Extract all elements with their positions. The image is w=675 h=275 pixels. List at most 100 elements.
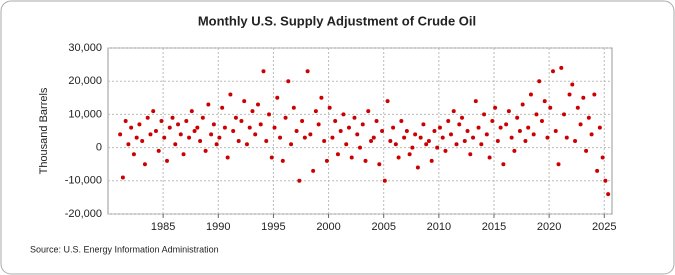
point <box>250 109 255 114</box>
point <box>267 112 272 117</box>
point <box>203 148 208 153</box>
point <box>479 142 484 147</box>
point <box>415 165 420 170</box>
point <box>192 129 197 133</box>
point <box>217 135 222 140</box>
point <box>471 135 476 140</box>
point <box>578 122 583 127</box>
point <box>187 135 192 140</box>
point <box>211 122 216 127</box>
point <box>236 138 241 143</box>
x-tick-label: 2020 <box>537 221 561 233</box>
point <box>358 145 362 150</box>
point <box>592 92 597 97</box>
point <box>426 138 431 143</box>
point <box>327 105 332 110</box>
point <box>581 95 586 100</box>
point <box>178 132 183 137</box>
point <box>291 105 296 110</box>
point <box>589 132 594 137</box>
point <box>313 109 318 114</box>
point <box>468 152 473 157</box>
point <box>567 92 572 97</box>
point <box>597 125 602 130</box>
point <box>289 142 294 147</box>
point <box>437 125 442 130</box>
point <box>255 102 260 107</box>
point <box>184 119 189 124</box>
point <box>198 138 203 143</box>
point <box>305 69 310 74</box>
point <box>484 132 489 137</box>
point <box>473 99 478 104</box>
point <box>380 129 385 133</box>
point <box>308 132 313 137</box>
point <box>344 142 349 147</box>
point <box>542 99 547 104</box>
point <box>349 155 354 160</box>
point <box>465 129 470 133</box>
point <box>573 138 578 143</box>
point <box>228 92 233 97</box>
point <box>352 115 357 120</box>
point <box>360 122 365 127</box>
point <box>407 152 412 157</box>
point <box>575 105 580 110</box>
point <box>200 115 205 120</box>
point <box>506 109 511 114</box>
point <box>129 125 134 130</box>
point <box>189 109 194 114</box>
point <box>355 132 360 137</box>
point <box>324 158 329 163</box>
point <box>140 138 145 143</box>
point <box>145 115 150 120</box>
point <box>460 115 465 120</box>
point <box>214 142 219 147</box>
point <box>435 145 440 150</box>
point <box>275 95 280 100</box>
point <box>165 158 170 163</box>
point <box>498 125 503 130</box>
point <box>495 138 500 143</box>
point <box>173 142 178 147</box>
point <box>509 135 514 140</box>
point <box>520 102 525 107</box>
point <box>195 125 200 130</box>
point <box>118 132 123 137</box>
point <box>242 99 247 104</box>
point <box>451 109 456 114</box>
point <box>311 168 316 173</box>
point <box>209 132 214 137</box>
point <box>181 152 186 157</box>
source: Source: U.S. Energy Information Administ… <box>30 244 219 254</box>
y-axis-label: Thousand Barrels <box>38 87 50 174</box>
point <box>402 135 407 140</box>
y-tick-label: -10,000 <box>65 175 102 187</box>
point <box>545 135 550 140</box>
point <box>366 109 371 114</box>
y-tick-label: 0 <box>96 142 102 154</box>
point <box>606 192 611 197</box>
point <box>515 115 520 120</box>
point <box>264 138 269 143</box>
point <box>501 162 506 167</box>
y-tick-label: 20,000 <box>68 75 102 87</box>
point <box>330 135 335 140</box>
point <box>482 112 487 117</box>
point <box>562 112 567 117</box>
x-tick-label: 1985 <box>151 221 175 233</box>
point <box>517 129 522 133</box>
point <box>294 129 299 133</box>
point <box>550 69 555 74</box>
point <box>322 138 327 143</box>
point <box>493 105 498 110</box>
point <box>534 112 539 117</box>
point <box>253 132 258 137</box>
point <box>556 162 561 167</box>
point <box>564 135 569 140</box>
point <box>319 95 324 100</box>
point <box>261 69 266 74</box>
point <box>559 65 564 70</box>
point <box>239 119 244 124</box>
